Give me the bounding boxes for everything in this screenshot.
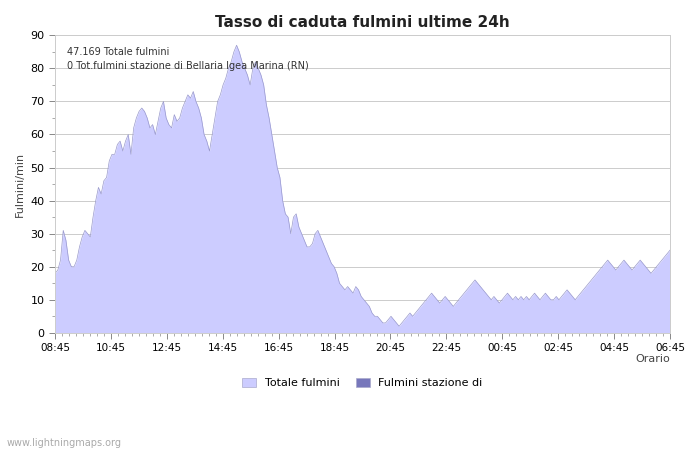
Y-axis label: Fulmini/min: Fulmini/min [15,152,25,216]
Text: 47.169 Totale fulmini
0 Tot.fulmini stazione di Bellaria Igea Marina (RN): 47.169 Totale fulmini 0 Tot.fulmini staz… [67,47,309,71]
Legend: Totale fulmini, Fulmini stazione di: Totale fulmini, Fulmini stazione di [238,374,487,393]
Text: www.lightningmaps.org: www.lightningmaps.org [7,438,122,448]
Text: Orario: Orario [635,354,670,364]
Title: Tasso di caduta fulmini ultime 24h: Tasso di caduta fulmini ultime 24h [215,15,510,30]
